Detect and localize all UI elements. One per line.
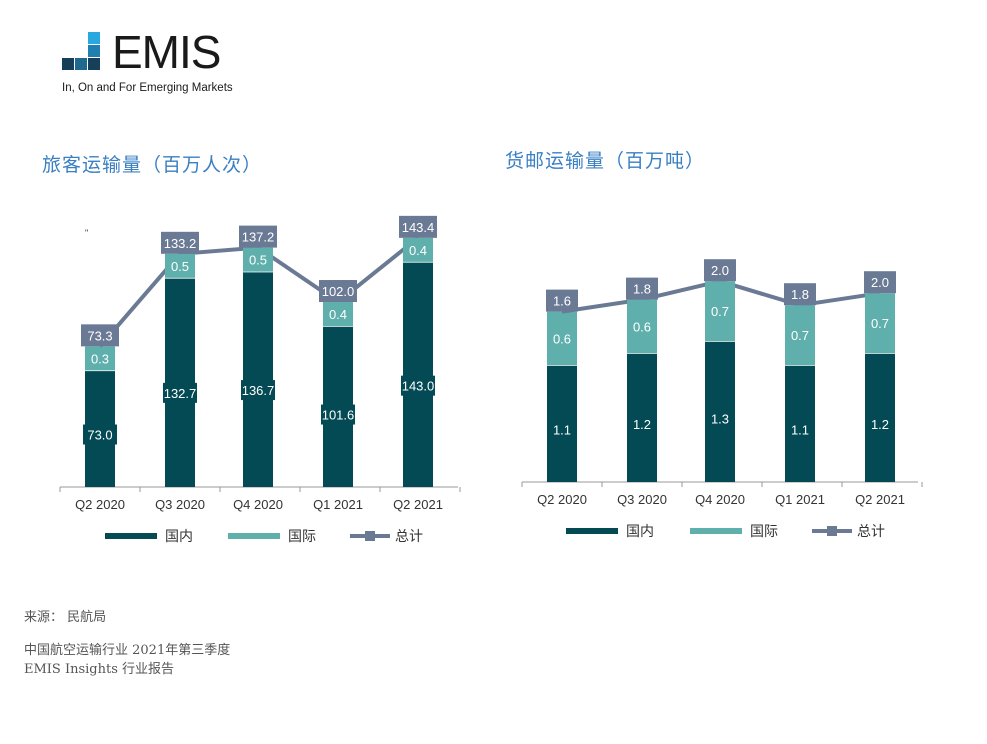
cargo-international-label: 0.6 <box>553 331 571 346</box>
passenger-total-box <box>81 324 119 347</box>
cargo-international-bar <box>705 281 735 341</box>
report-title: 中国航空运输行业 2021年第三季度 <box>24 643 231 658</box>
passenger-international-label: 0.4 <box>329 307 347 322</box>
passenger-international-bar <box>323 302 353 327</box>
cargo-total-box <box>626 277 658 300</box>
cargo-international-bar <box>785 305 815 365</box>
cargo-domestic-label-box <box>547 419 577 440</box>
passenger-domestic-label: 132.7 <box>164 386 197 401</box>
logo-word: EMIS <box>112 26 221 78</box>
cargo-legend-int-swatch <box>690 528 742 534</box>
passenger-total-label: 73.3 <box>87 328 112 343</box>
passenger-international-bar <box>243 247 273 272</box>
passenger-domestic-bar <box>243 271 273 487</box>
cargo-international-bar <box>865 293 895 353</box>
passenger-domestic-label-box <box>241 380 275 401</box>
cargo-domestic-label: 1.3 <box>711 412 729 427</box>
passenger-total-box <box>239 225 277 248</box>
passenger-domestic-bar <box>165 277 195 487</box>
cargo-total-box <box>546 289 578 312</box>
cargo-category-label: Q3 2020 <box>617 492 667 507</box>
passenger-total-label: 133.2 <box>164 236 197 251</box>
cargo-domestic-label: 1.1 <box>553 422 571 437</box>
cargo-legend-label: 总计 <box>857 524 885 540</box>
passenger-total-label: 102.0 <box>322 284 355 299</box>
logo-squares-icon <box>62 30 106 74</box>
passenger-total-box <box>399 215 437 238</box>
cargo-legend-total-marker <box>827 526 837 536</box>
passenger-international-label: 0.5 <box>249 253 267 268</box>
cargo-total-label: 2.0 <box>711 263 729 278</box>
cargo-international-label: 0.7 <box>791 328 809 343</box>
passenger-legend-label: 国内 <box>165 529 193 545</box>
passenger-international-bar <box>403 237 433 262</box>
cargo-international-label: 0.7 <box>711 304 729 319</box>
passenger-total-label: 137.2 <box>242 230 275 245</box>
report-subtitle: EMIS Insights 行业报告 <box>24 662 175 677</box>
passenger-category-label: Q3 2020 <box>155 497 205 512</box>
passenger-category-label: Q2 2021 <box>393 497 443 512</box>
passenger-category-label: Q2 2020 <box>75 497 125 512</box>
passenger-domestic-label-box <box>163 382 197 403</box>
cargo-category-label: Q1 2021 <box>775 492 825 507</box>
passenger-international-label: 0.3 <box>91 351 109 366</box>
passenger-domestic-label: 136.7 <box>242 383 275 398</box>
passenger-category-label: Q1 2021 <box>313 497 363 512</box>
cargo-total-box <box>864 271 896 294</box>
cargo-international-bar <box>627 299 657 353</box>
cargo-total-label: 2.0 <box>871 275 889 290</box>
cargo-total-label: 1.8 <box>633 282 651 297</box>
cargo-total-box <box>784 283 816 306</box>
passenger-legend-total-marker <box>365 531 375 541</box>
cargo-domestic-label-box <box>865 413 895 434</box>
cargo-domestic-label-box <box>627 413 657 434</box>
charts-canvas: 73.0 0.3 73.3 Q2 2020 132.7 0.5 133.2 Q3 2020 13… <box>59 215 923 545</box>
cargo-total-label: 1.6 <box>553 294 571 309</box>
passenger-legend-label: 总计 <box>395 529 423 545</box>
cargo-domestic-label-box <box>705 408 735 429</box>
emis-logo: EMIS In, On and For Emerging Markets <box>62 26 302 100</box>
passenger-international-label: 0.5 <box>171 259 189 274</box>
passenger-domestic-label: 143.0 <box>402 379 435 394</box>
cargo-domestic-label: 1.2 <box>871 417 889 432</box>
cargo-international-label: 0.6 <box>633 319 651 334</box>
passenger-domestic-label: 73.0 <box>87 428 112 443</box>
cargo-category-label: Q2 2020 <box>537 492 587 507</box>
cargo-legend-label: 国内 <box>626 524 654 540</box>
passenger-domestic-label-box <box>401 375 435 396</box>
passenger-domestic-label-box <box>321 404 355 425</box>
cargo-category-label: Q2 2021 <box>855 492 905 507</box>
cargo-domestic-label: 1.2 <box>633 417 651 432</box>
cargo-total-box <box>704 259 736 282</box>
stray-mark: " <box>85 228 89 238</box>
cargo-legend-label: 国际 <box>750 524 778 540</box>
cargo-international-bar <box>547 311 577 365</box>
passenger-legend-dom-swatch <box>105 533 157 539</box>
cargo-domestic-label: 1.1 <box>791 422 809 437</box>
cargo-legend-dom-swatch <box>566 528 618 534</box>
cargo-international-label: 0.7 <box>871 316 889 331</box>
passenger-chart-title: 旅客运输量（百万人次） <box>42 154 263 176</box>
passenger-international-label: 0.4 <box>409 243 427 258</box>
passenger-total-label: 143.4 <box>402 220 435 235</box>
passenger-international-bar <box>85 346 115 371</box>
cargo-domestic-label-box <box>785 419 815 440</box>
cargo-total-label: 1.8 <box>791 287 809 302</box>
passenger-domestic-bar <box>403 261 433 487</box>
passenger-international-bar <box>165 253 195 278</box>
passenger-total-box <box>319 280 357 303</box>
source-note: 来源： 民航局 <box>24 610 107 625</box>
passenger-category-label: Q4 2020 <box>233 497 283 512</box>
cargo-category-label: Q4 2020 <box>695 492 745 507</box>
passenger-total-box <box>161 231 199 254</box>
cargo-chart-title: 货邮运输量（百万吨） <box>505 150 706 172</box>
passenger-legend-label: 国际 <box>288 529 316 545</box>
passenger-domestic-label: 101.6 <box>322 408 355 423</box>
logo-tagline: In, On and For Emerging Markets <box>62 82 233 94</box>
passenger-domestic-label-box <box>83 424 117 445</box>
passenger-legend-int-swatch <box>228 533 280 539</box>
